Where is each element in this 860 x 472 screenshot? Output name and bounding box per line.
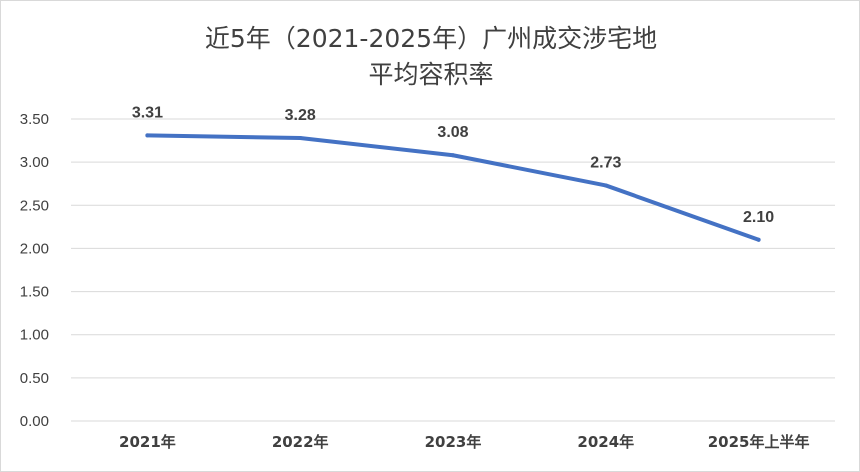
y-tick-label: 1.50 bbox=[20, 284, 49, 301]
y-tick-label: 2.50 bbox=[20, 197, 49, 214]
chart-title-line-2: 平均容积率 bbox=[368, 60, 493, 89]
data-point bbox=[451, 153, 455, 158]
y-tick-label: 3.50 bbox=[20, 111, 49, 128]
data-label: 2.10 bbox=[743, 209, 774, 226]
gridlines bbox=[71, 118, 835, 422]
data-point bbox=[756, 237, 761, 242]
series-line-0 bbox=[145, 133, 761, 242]
y-tick-label: 3.00 bbox=[20, 154, 49, 171]
x-axis-categories: 2021年 2022年 2023年 2024年 2025年上半年 bbox=[119, 433, 809, 451]
x-category-label: 2025年上半年 bbox=[708, 433, 810, 451]
y-tick-label: 2.00 bbox=[20, 240, 49, 257]
y-axis-ticks: 0.00 0.50 1.00 1.50 2.00 2.50 3.00 3.50 bbox=[20, 111, 49, 430]
x-category-label: 2023年 bbox=[425, 433, 482, 451]
series-group bbox=[145, 133, 761, 242]
y-tick-label: 0.50 bbox=[20, 370, 49, 387]
y-tick-label: 1.00 bbox=[20, 327, 49, 344]
data-labels: 3.31 3.28 3.08 2.73 2.10 bbox=[132, 104, 774, 225]
data-label: 3.31 bbox=[132, 104, 163, 121]
x-category-label: 2022年 bbox=[272, 433, 329, 451]
data-label: 2.73 bbox=[590, 154, 621, 171]
data-label: 3.08 bbox=[437, 124, 468, 141]
data-point bbox=[145, 133, 150, 138]
x-category-label: 2021年 bbox=[119, 433, 176, 451]
chart-title-line-1: 近5年（2021-2025年）广州成交涉宅地 bbox=[205, 24, 657, 53]
y-tick-label: 0.00 bbox=[20, 413, 49, 430]
data-point bbox=[603, 183, 608, 188]
data-point bbox=[298, 135, 303, 140]
data-label: 3.28 bbox=[285, 107, 316, 124]
x-category-label: 2024年 bbox=[577, 433, 634, 451]
